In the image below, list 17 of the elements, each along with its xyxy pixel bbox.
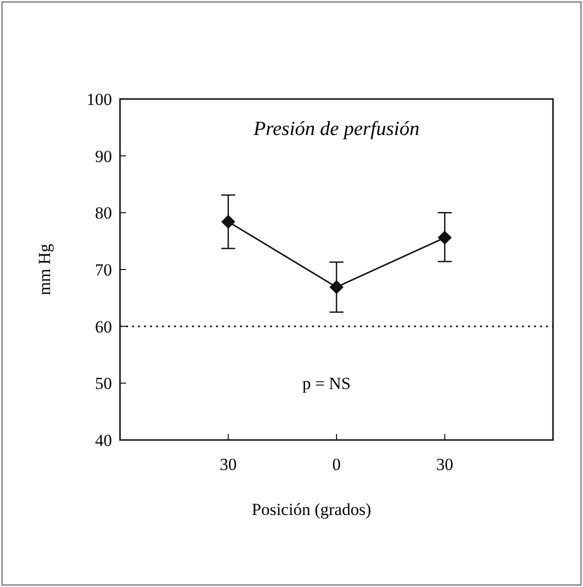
annotation: p = NS xyxy=(302,374,351,394)
point xyxy=(330,280,344,294)
y-tick-label: 50 xyxy=(95,374,112,394)
x-axis-title: Posición (grados) xyxy=(252,500,372,519)
y-tick-label: 60 xyxy=(95,317,112,336)
point xyxy=(438,230,452,245)
point xyxy=(221,214,236,229)
y-tick-label: 80 xyxy=(95,204,112,223)
y-axis-title: mm Hg xyxy=(35,243,54,296)
x-tick-label: 30 xyxy=(220,455,237,474)
y-tick-label: 90 xyxy=(95,146,112,166)
y-tick-label: 100 xyxy=(86,90,112,109)
text: Presión de perfusión xyxy=(252,118,420,140)
x-tick-label: 30 xyxy=(436,455,454,474)
x-tick-label: 0 xyxy=(332,455,341,474)
y-tick-label: 40 xyxy=(95,430,112,450)
y-tick-label: 70 xyxy=(95,260,112,280)
